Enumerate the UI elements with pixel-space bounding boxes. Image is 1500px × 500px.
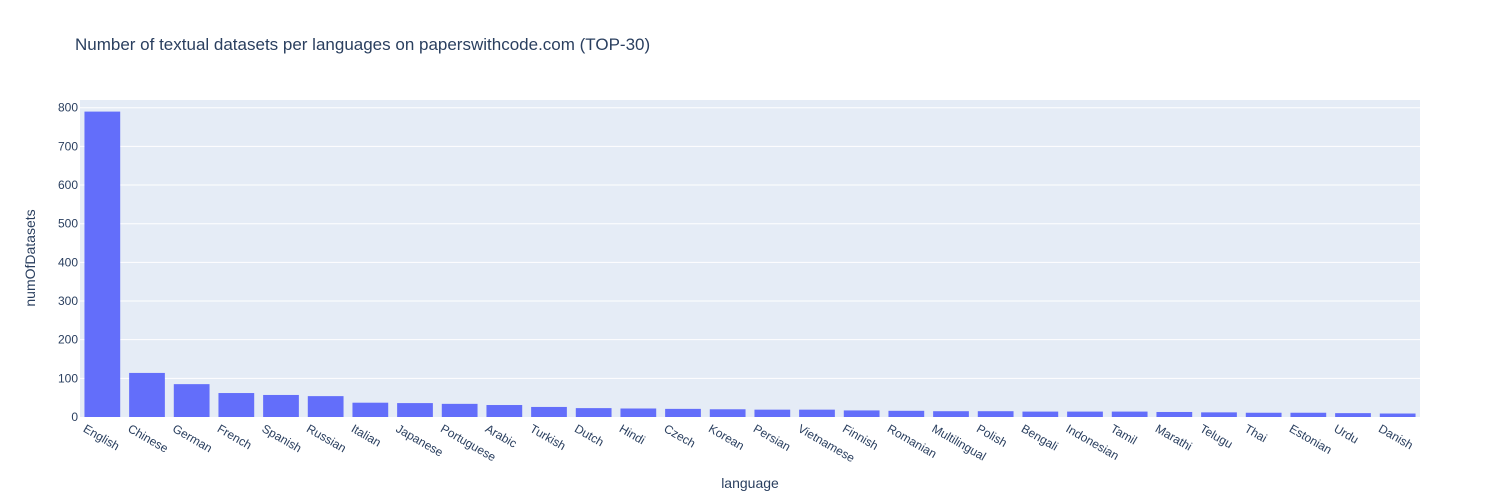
bar-english[interactable] [84, 111, 121, 417]
x-tick-label: Thai [1242, 421, 1269, 445]
bar-hindi[interactable] [620, 408, 657, 417]
bar-romanian[interactable] [888, 410, 925, 417]
y-tick-label: 200 [58, 333, 78, 347]
bar-japanese[interactable] [397, 403, 433, 417]
bar-thai[interactable] [1245, 412, 1282, 417]
y-tick-label: 0 [71, 410, 78, 424]
x-tick-label: Danish [1376, 421, 1415, 452]
bar-german[interactable] [173, 384, 210, 417]
bar-persian[interactable] [754, 409, 791, 417]
x-axis-title: language [721, 475, 779, 491]
x-tick-label: Bengali [1019, 421, 1061, 453]
x-tick-label: Urdu [1332, 421, 1362, 446]
x-tick-labels: English Chinese German French Spanish Russian… [81, 421, 1416, 465]
bar-dutch[interactable] [575, 408, 612, 417]
bar-tamil[interactable] [1111, 411, 1148, 417]
y-tick-label: 500 [58, 217, 78, 231]
x-tick-label: Tamil [1108, 421, 1139, 447]
bar-finnish[interactable] [843, 410, 880, 417]
bar-vietnamese[interactable] [799, 409, 835, 417]
x-tick-label: Chinese [126, 421, 171, 455]
bar-indonesian[interactable] [1067, 411, 1103, 417]
bar-italian[interactable] [352, 402, 389, 417]
y-tick-label: 700 [58, 139, 78, 153]
chart-title: Number of textual datasets per languages… [75, 35, 650, 54]
bar-portuguese[interactable] [441, 403, 478, 417]
bar-polish[interactable] [977, 411, 1014, 417]
x-tick-label: Hindi [617, 421, 648, 447]
y-tick-label: 300 [58, 294, 78, 308]
bar-french[interactable] [218, 393, 255, 417]
bar-russian[interactable] [307, 396, 344, 417]
x-tick-label: Czech [662, 421, 698, 450]
y-tick-label: 100 [58, 371, 78, 385]
bar-estonian[interactable] [1290, 412, 1327, 417]
x-tick-label: Marathi [1153, 421, 1195, 453]
x-tick-label: Japanese [394, 421, 446, 459]
x-tick-label: German [170, 421, 215, 455]
bar-telugu[interactable] [1201, 412, 1237, 417]
bar-arabic[interactable] [486, 405, 523, 417]
x-tick-label: Dutch [572, 421, 606, 449]
y-tick-label: 600 [58, 178, 78, 192]
bars [84, 111, 1416, 417]
bar-spanish[interactable] [263, 394, 299, 417]
x-tick-label: Persian [751, 421, 793, 453]
gridlines [80, 107, 1420, 379]
x-tick-label: Turkish [528, 421, 569, 453]
bar-korean[interactable] [709, 409, 746, 417]
x-tick-label: Telugu [1198, 421, 1236, 451]
x-tick-label: Korean [706, 421, 747, 452]
bar-danish[interactable] [1379, 413, 1416, 417]
bar-chinese[interactable] [129, 372, 165, 417]
bar-czech[interactable] [665, 408, 701, 417]
x-tick-label: Russian [304, 421, 349, 455]
y-tick-labels: 0 100 200 300 400 500 600 700 800 [58, 101, 78, 424]
x-tick-label: Romanian [885, 421, 939, 460]
bar-turkish[interactable] [531, 406, 567, 417]
x-tick-label: French [215, 421, 254, 452]
y-tick-label: 400 [58, 255, 78, 269]
x-tick-label: Italian [349, 421, 384, 449]
y-tick-label: 800 [58, 101, 78, 115]
y-axis-title: numOfDatasets [22, 209, 38, 306]
bar-bengali[interactable] [1022, 411, 1059, 417]
bar-multilingual[interactable] [933, 411, 969, 417]
x-tick-label: English [81, 421, 122, 453]
plot-area [80, 100, 1420, 417]
x-tick-label: Estonian [1287, 421, 1334, 456]
x-tick-label: Spanish [260, 421, 305, 455]
bar-marathi[interactable] [1156, 411, 1193, 417]
bar-urdu[interactable] [1335, 413, 1371, 417]
